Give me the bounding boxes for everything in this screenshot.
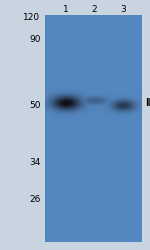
Text: 90: 90 — [29, 36, 40, 44]
Text: 2: 2 — [92, 6, 97, 15]
Text: 1: 1 — [63, 6, 69, 15]
Text: 26: 26 — [29, 196, 40, 204]
Text: 120: 120 — [23, 13, 40, 22]
Text: 34: 34 — [29, 158, 40, 167]
Text: IRX3: IRX3 — [146, 98, 150, 108]
Text: 50: 50 — [29, 100, 40, 110]
Text: 3: 3 — [120, 6, 126, 15]
